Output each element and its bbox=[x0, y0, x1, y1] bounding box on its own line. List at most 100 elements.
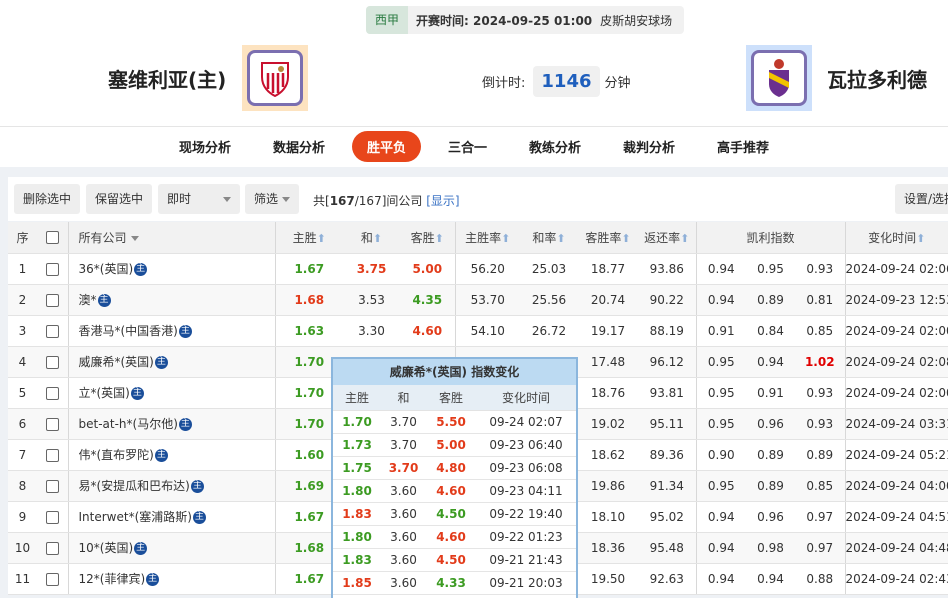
row-checkbox[interactable] bbox=[37, 253, 68, 285]
popup-cell-t: 09-22 01:23 bbox=[476, 525, 576, 549]
away-team-logo[interactable] bbox=[746, 45, 812, 111]
company-name[interactable]: 10*(英国) 主 bbox=[67, 532, 275, 564]
table-row[interactable]: 3 香港马*(中国香港) 主 1.63 3.30 4.60 54.10 26.72 19.1… bbox=[8, 315, 948, 347]
row-checkbox[interactable] bbox=[37, 315, 68, 347]
sort-up-icon: ⬆ bbox=[372, 231, 383, 245]
row-checkbox[interactable] bbox=[37, 408, 68, 440]
company-name[interactable]: 12*(菲律宾) 主 bbox=[67, 563, 275, 595]
company-name[interactable]: 威廉希*(英国) 主 bbox=[67, 346, 275, 378]
cell-k1: 0.95 bbox=[695, 377, 746, 409]
cell-k1: 0.95 bbox=[695, 470, 746, 502]
sort-up-icon: ⬆ bbox=[916, 231, 926, 245]
row-checkbox[interactable] bbox=[37, 439, 68, 471]
cell-k2: 0.95 bbox=[746, 253, 795, 285]
cell-h: 1.67 bbox=[274, 253, 343, 285]
cell-k1: 0.94 bbox=[695, 501, 746, 533]
cell-k3: 0.85 bbox=[795, 315, 846, 347]
popup-cell-d: 3.60 bbox=[381, 502, 426, 526]
popup-col: 变化时间 bbox=[476, 385, 576, 411]
away-team-name[interactable]: 瓦拉多利德 bbox=[827, 68, 927, 92]
popup-row: 1.73 3.70 5.00 09-23 06:40 bbox=[333, 433, 576, 457]
col-draw-rate[interactable]: 和率⬆ bbox=[520, 222, 578, 254]
row-checkbox[interactable] bbox=[37, 501, 68, 533]
sort-up-icon: ⬆ bbox=[316, 231, 326, 245]
popup-cell-h: 1.75 bbox=[333, 456, 381, 480]
tab-6[interactable]: 高手推荐 bbox=[717, 141, 770, 156]
row-checkbox[interactable] bbox=[37, 532, 68, 564]
col-away[interactable]: 客胜⬆ bbox=[400, 222, 455, 254]
tab-5[interactable]: 裁判分析 bbox=[623, 141, 676, 156]
countdown-unit: 分钟 bbox=[604, 76, 631, 91]
filter-button[interactable]: 筛选 bbox=[245, 184, 300, 214]
toolbar: 删除选中 保留选中 即时 筛选 共[167/167]间公司 [显示] 设置/选择 bbox=[8, 177, 948, 221]
cell-seq: 9 bbox=[8, 501, 37, 533]
popup-cell-a: 4.80 bbox=[426, 456, 476, 480]
cell-t: 2024-09-24 04:51 bbox=[844, 501, 948, 533]
cell-k3: 0.89 bbox=[795, 439, 846, 471]
popup-col: 客胜 bbox=[426, 385, 476, 411]
tab-2[interactable]: 胜平负 bbox=[351, 131, 421, 162]
table-row[interactable]: 1 36*(英国) 主 1.67 3.75 5.00 56.20 25.03 18.77 93… bbox=[8, 253, 948, 285]
row-checkbox[interactable] bbox=[37, 346, 68, 378]
row-checkbox[interactable] bbox=[37, 284, 68, 316]
col-time[interactable]: 变化时间⬆ bbox=[844, 222, 948, 254]
cell-t: 2024-09-24 02:08 bbox=[844, 346, 948, 378]
home-marker-icon: 主 bbox=[178, 418, 192, 431]
col-company[interactable]: 所有公司 bbox=[67, 222, 275, 254]
col-return[interactable]: 返还率⬆ bbox=[638, 222, 696, 254]
cell-t: 2024-09-24 03:31 bbox=[844, 408, 948, 440]
cell-k2: 0.94 bbox=[746, 563, 795, 595]
cell-k2: 0.84 bbox=[746, 315, 795, 347]
cell-ar: 20.74 bbox=[578, 284, 638, 316]
popup-row: 1.85 3.60 4.33 09-21 20:03 bbox=[333, 571, 576, 595]
company-name[interactable]: 易*(安提瓜和巴布达) 主 bbox=[67, 470, 275, 502]
home-team-name[interactable]: 塞维利亚(主) bbox=[108, 68, 227, 92]
company-name[interactable]: 伟*(直布罗陀) 主 bbox=[67, 439, 275, 471]
cell-seq: 2 bbox=[8, 284, 37, 316]
row-checkbox[interactable] bbox=[37, 377, 68, 409]
row-checkbox[interactable] bbox=[37, 563, 68, 595]
company-name[interactable]: 香港马*(中国香港) 主 bbox=[67, 315, 275, 347]
company-name[interactable]: 立*(英国) 主 bbox=[67, 377, 275, 409]
sort-up-icon: ⬆ bbox=[501, 231, 511, 245]
cell-k1: 0.94 bbox=[695, 253, 746, 285]
col-draw[interactable]: 和⬆ bbox=[343, 222, 400, 254]
delete-selected-button[interactable]: 删除选中 bbox=[14, 184, 81, 214]
cell-seq: 11 bbox=[8, 563, 37, 595]
cell-t: 2024-09-24 02:00 bbox=[844, 377, 948, 409]
col-home[interactable]: 主胜⬆ bbox=[274, 222, 343, 254]
company-name[interactable]: 36*(英国) 主 bbox=[67, 253, 275, 285]
cell-k2: 0.89 bbox=[746, 284, 795, 316]
league-badge[interactable]: 西甲 bbox=[366, 6, 409, 34]
settings-button[interactable]: 设置/选择 bbox=[895, 184, 948, 214]
popup-cell-h: 1.80 bbox=[333, 525, 381, 549]
table-row[interactable]: 2 澳* 主 1.68 3.53 4.35 53.70 25.56 20.74 90.22 0.… bbox=[8, 284, 948, 316]
tab-4[interactable]: 教练分析 bbox=[529, 141, 582, 156]
cell-k2: 0.98 bbox=[746, 532, 795, 564]
tab-3[interactable]: 三合一 bbox=[447, 141, 487, 156]
mode-select[interactable]: 即时 bbox=[158, 184, 240, 214]
cell-a: 5.00 bbox=[400, 253, 455, 285]
sort-up-icon: ⬆ bbox=[680, 231, 690, 245]
cell-k1: 0.95 bbox=[695, 408, 746, 440]
company-name[interactable]: 澳* 主 bbox=[67, 284, 275, 316]
keep-selected-button[interactable]: 保留选中 bbox=[86, 184, 153, 214]
company-name[interactable]: bet-at-h*(马尔他) 主 bbox=[67, 408, 275, 440]
cell-ar: 19.17 bbox=[578, 315, 638, 347]
cell-ar: 19.02 bbox=[578, 408, 638, 440]
home-team-logo[interactable] bbox=[242, 45, 308, 111]
tab-1[interactable]: 数据分析 bbox=[272, 141, 325, 156]
company-name[interactable]: Interwet*(塞浦路斯) 主 bbox=[67, 501, 275, 533]
row-checkbox[interactable] bbox=[37, 470, 68, 502]
cell-ar: 18.10 bbox=[578, 501, 638, 533]
select-all-checkbox[interactable] bbox=[37, 222, 68, 254]
col-home-rate[interactable]: 主胜率⬆ bbox=[454, 222, 520, 254]
show-link[interactable]: [显示] bbox=[426, 194, 460, 208]
home-marker-icon: 主 bbox=[154, 356, 168, 369]
tab-0[interactable]: 现场分析 bbox=[178, 141, 231, 156]
cell-k2: 0.94 bbox=[746, 346, 795, 378]
popup-col: 主胜 bbox=[333, 385, 381, 411]
cell-k3: 0.97 bbox=[795, 501, 846, 533]
popup-row: 1.70 3.70 5.50 09-24 02:07 bbox=[333, 410, 576, 434]
col-away-rate[interactable]: 客胜率⬆ bbox=[578, 222, 638, 254]
